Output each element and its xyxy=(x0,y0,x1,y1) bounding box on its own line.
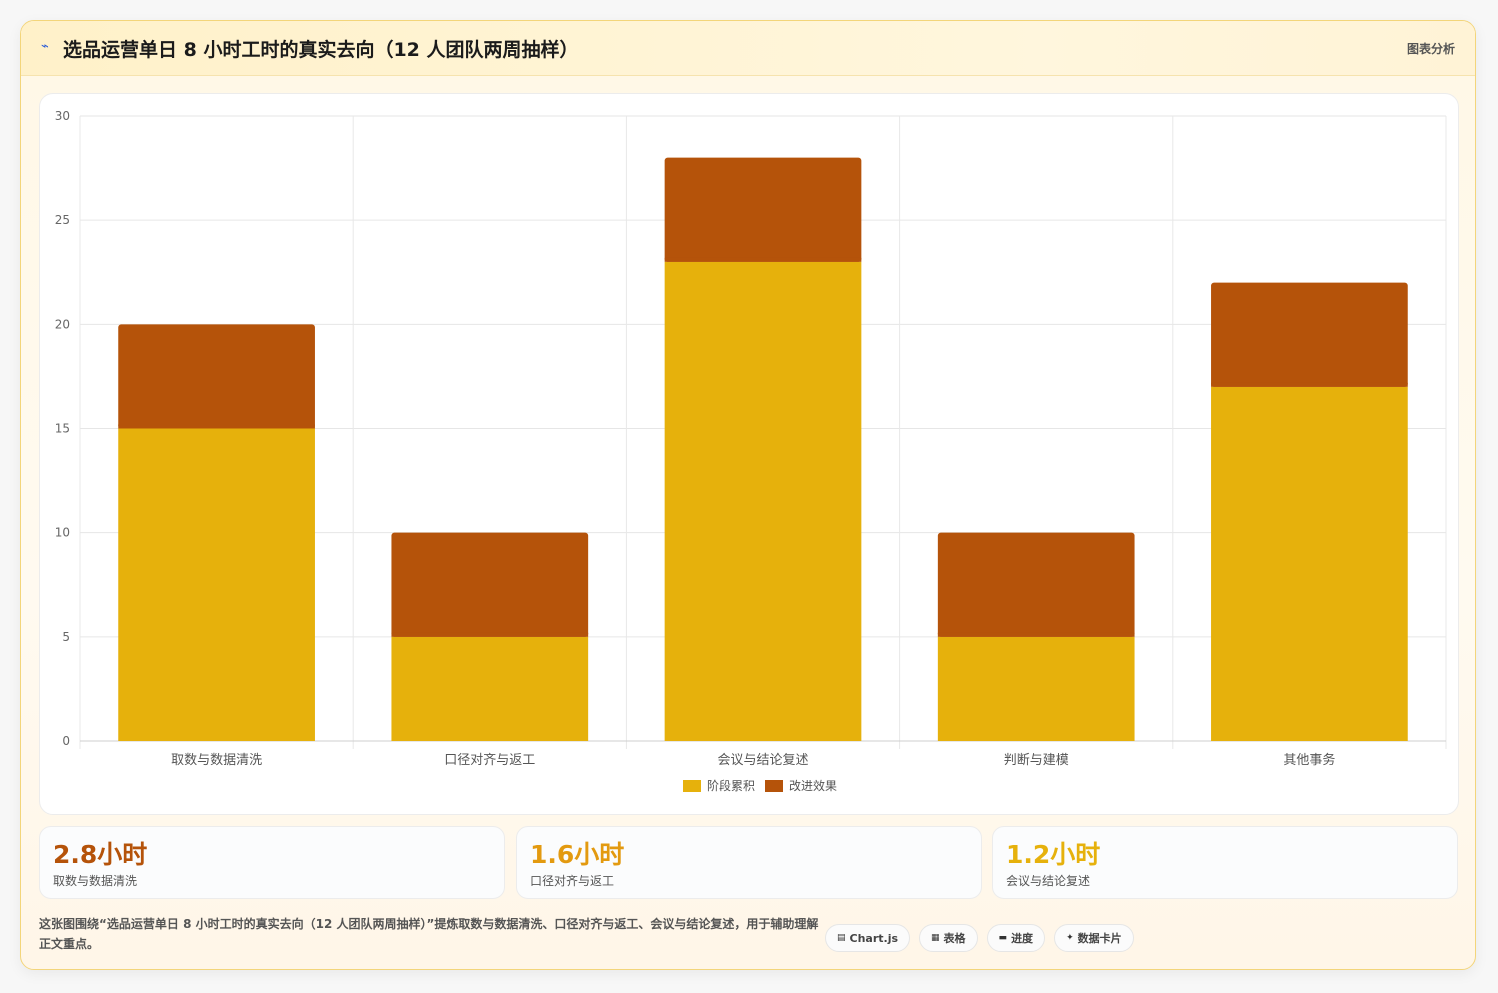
stacked-bar-chart: 0 5 10 15 20 25 30 取数与数据清洗 口径对齐与返工 会议与结论复述 判断与建模 其他… xyxy=(55,109,1447,793)
y-tick-label: 25 xyxy=(55,213,70,227)
chart-description: 这张图围绕“选品运营单日 8 小时工时的真实去向（12 人团队两周抽样）”提炼取… xyxy=(39,917,819,951)
bar-segment-base xyxy=(664,257,862,262)
bar-improvement-effect xyxy=(664,157,862,262)
progress-icon: ▬ xyxy=(998,933,1008,943)
chart-title: 选品运营单日 8 小时工时的真实去向（12 人团队两周抽样） xyxy=(63,39,579,61)
bar-stage-cumulative xyxy=(118,428,315,741)
table-icon: ▦ xyxy=(931,933,940,943)
legend-label: 改进效果 xyxy=(789,778,837,793)
bar-segment-base xyxy=(118,424,315,429)
chip-label: 进度 xyxy=(1011,932,1034,945)
chip-label: Chart.js xyxy=(849,931,899,945)
sparkle-icon: ✦ xyxy=(1066,933,1074,943)
bar-improvement-effect xyxy=(1211,282,1408,387)
stat-card-2: 1.6小时 口径对齐与返工 xyxy=(516,826,982,899)
stat-value: 2.8小时 xyxy=(53,840,148,869)
stat-value: 1.2小时 xyxy=(1006,840,1101,869)
bar-segment-base xyxy=(1211,382,1408,387)
chart-analysis-tag[interactable]: 图表分析 xyxy=(1406,42,1455,56)
stat-label: 会议与结论复述 xyxy=(1006,874,1091,888)
bar-segment-base xyxy=(937,632,1135,637)
stat-label: 取数与数据清洗 xyxy=(53,874,138,888)
chip-progress[interactable]: ▬ 进度 xyxy=(986,924,1046,952)
bar-improvement-effect xyxy=(118,324,315,429)
chip-label: 表格 xyxy=(943,932,966,945)
legend-swatch xyxy=(683,780,701,792)
chip-group: ▤ Chart.js ▦ 表格 ▬ 进度 ✦ 数据卡片 xyxy=(825,924,1134,952)
card-header: ⌁ 选品运营单日 8 小时工时的真实去向（12 人团队两周抽样） 图表分析 xyxy=(21,21,1475,76)
chart-card: ⌁ 选品运营单日 8 小时工时的真实去向（12 人团队两周抽样） 图表分析 0 5… xyxy=(20,20,1476,970)
stat-card-3: 1.2小时 会议与结论复述 xyxy=(992,826,1458,899)
bar-improvement-effect xyxy=(391,532,589,637)
bar-stage-cumulative xyxy=(1211,386,1408,741)
y-tick-label: 5 xyxy=(62,630,70,644)
legend-swatch xyxy=(765,780,783,792)
chart-icon: ▤ xyxy=(837,933,846,943)
chip-label: 数据卡片 xyxy=(1077,932,1122,945)
y-tick-label: 10 xyxy=(55,526,70,540)
y-tick-label: 20 xyxy=(55,317,70,331)
chip-chartjs[interactable]: ▤ Chart.js xyxy=(825,924,911,952)
x-tick-label: 取数与数据清洗 xyxy=(171,753,262,768)
bar-segment-base xyxy=(391,632,589,637)
x-tick-label: 判断与建模 xyxy=(1004,753,1069,768)
stat-card-1: 2.8小时 取数与数据清洗 xyxy=(39,826,505,899)
y-tick-label: 30 xyxy=(55,109,70,123)
chart-line-icon: ⌁ xyxy=(41,39,49,54)
bar-stage-cumulative xyxy=(937,636,1135,741)
bar-improvement-effect xyxy=(937,532,1135,637)
bar-stage-cumulative xyxy=(664,261,862,741)
bar-stage-cumulative xyxy=(391,636,589,741)
stat-label: 口径对齐与返工 xyxy=(530,874,615,888)
x-tick-label: 口径对齐与返工 xyxy=(444,752,535,768)
y-tick-label: 15 xyxy=(55,422,70,436)
stat-value: 1.6小时 xyxy=(530,840,625,869)
chart-container: 0 5 10 15 20 25 30 取数与数据清洗 口径对齐与返工 会议与结论复述 判断与建模 其他… xyxy=(39,93,1459,815)
y-tick-label: 0 xyxy=(62,734,70,748)
chip-data-card[interactable]: ✦ 数据卡片 xyxy=(1054,924,1134,952)
x-tick-label: 会议与结论复述 xyxy=(717,753,808,768)
legend-label: 阶段累积 xyxy=(707,778,755,793)
chip-table[interactable]: ▦ 表格 xyxy=(919,924,978,952)
x-tick-label: 其他事务 xyxy=(1283,752,1335,768)
